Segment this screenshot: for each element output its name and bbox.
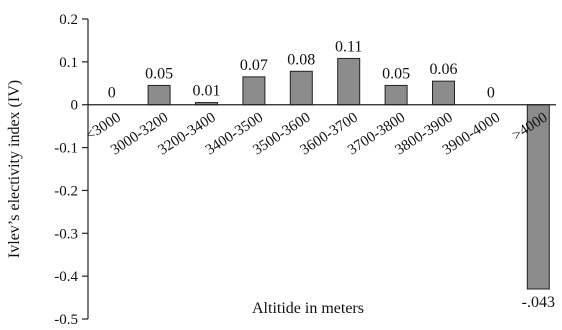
y-tick-label: 0.1 xyxy=(59,55,78,71)
bar xyxy=(384,84,408,106)
data-label: 0 xyxy=(108,85,116,102)
y-tick-label: -0.2 xyxy=(54,183,78,199)
data-label: 0.07 xyxy=(240,57,268,74)
data-label: 0.06 xyxy=(430,61,458,78)
y-tick-label: -0.1 xyxy=(54,141,78,157)
data-labels: 0 0.05 0.01 0.07 0.08 0.11 0.05 0.06 0 -.043 xyxy=(108,38,555,311)
y-axis-title: Ivlev’s electivity index (IV) xyxy=(6,80,23,258)
bar xyxy=(289,70,313,106)
data-label: 0.05 xyxy=(145,65,173,82)
bar xyxy=(147,84,171,106)
bar xyxy=(242,76,266,106)
data-label: 0 xyxy=(487,85,495,102)
y-tick-label: -0.5 xyxy=(54,312,78,328)
x-axis-tick-labels: <30003000-32003200-34003400-35003500-360… xyxy=(83,110,551,159)
data-label: 0.08 xyxy=(287,51,315,68)
data-label: -.043 xyxy=(522,294,555,311)
data-label: 0.05 xyxy=(382,65,410,82)
y-tick-label: 0 xyxy=(71,98,79,114)
y-tick-label: -0.3 xyxy=(54,226,78,242)
y-tick-label: -0.4 xyxy=(54,269,78,285)
y-tick-label: 0.2 xyxy=(59,12,78,28)
data-label: 0.11 xyxy=(335,38,362,55)
data-label: 0.01 xyxy=(193,83,221,100)
x-axis-title: Altitide in meters xyxy=(252,300,364,317)
y-axis-ticks: 0.2 0.1 0 -0.1 -0.2 -0.3 -0.4 -0.5 xyxy=(54,12,88,328)
bar xyxy=(337,57,361,106)
bar xyxy=(432,80,455,106)
